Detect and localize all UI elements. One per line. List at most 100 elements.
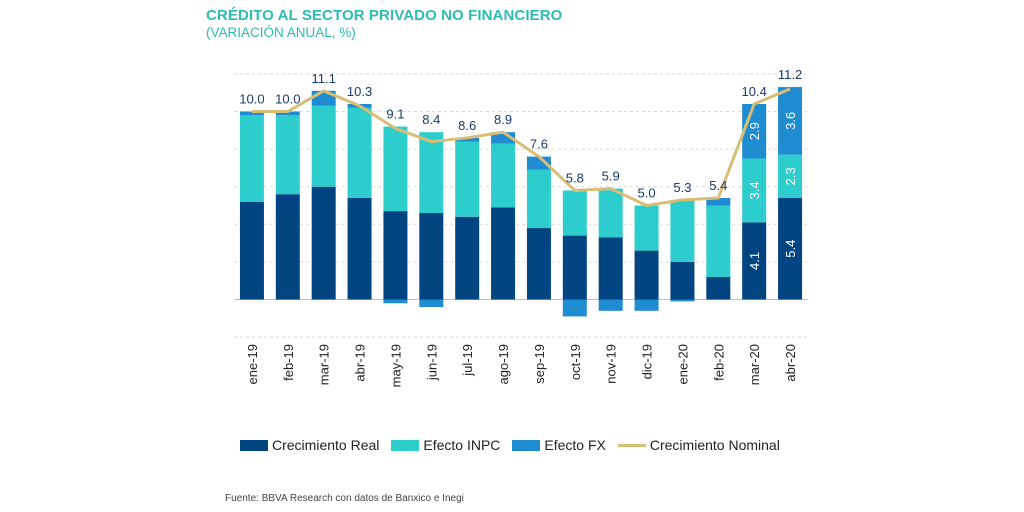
bar-efecto-fx [706, 197, 731, 206]
bar-crecimiento-real [598, 237, 623, 300]
bar-crecimiento-real [239, 201, 264, 300]
nominal-value-label: 10.3 [347, 84, 372, 99]
source-note: Fuente: BBVA Research con datos de Banxi… [225, 493, 464, 504]
bar-efecto-fx [742, 103, 767, 159]
x-tick-label: ene-20 [675, 344, 690, 384]
chart-subtitle: (VARIACIÓN ANUAL, %) [206, 25, 356, 40]
bar-value-label: 2.3 [783, 167, 798, 185]
bar-crecimiento-real [275, 194, 300, 300]
bar-efecto-fx [670, 299, 695, 302]
bar-efecto-inpc [455, 141, 480, 217]
nominal-value-label: 11.2 [778, 67, 802, 82]
x-tick-label: sep-19 [532, 344, 547, 384]
x-tick-label: may-19 [388, 344, 403, 387]
bar-efecto-inpc [239, 115, 264, 202]
nominal-value-label: 5.0 [638, 186, 656, 201]
bar-value-label: 2.9 [747, 122, 762, 140]
nominal-value-label: 5.4 [709, 178, 727, 193]
bar-efecto-inpc [670, 199, 695, 262]
x-tick-label: abr-20 [783, 344, 798, 382]
bar-crecimiento-real [419, 213, 444, 300]
bar-efecto-inpc [491, 143, 516, 208]
bar-crecimiento-real [347, 197, 372, 300]
bar-value-label: 5.4 [783, 240, 798, 258]
bar-efecto-fx [562, 299, 587, 317]
nominal-value-label: 10.0 [239, 92, 264, 107]
bar-crecimiento-real [491, 207, 516, 300]
nominal-value-label: 8.9 [494, 112, 512, 127]
nominal-value-label: 10.4 [742, 84, 767, 99]
bar-value-label: 4.1 [747, 252, 762, 270]
nominal-value-label: 8.6 [458, 118, 476, 133]
chart-canvas: ene-19 feb-19 mar-19 abr-19 may-19 jun-19 jul-… [234, 67, 808, 387]
bar-efecto-inpc [742, 158, 767, 223]
legend-swatch-real [240, 439, 268, 451]
bar-crecimiento-real [706, 276, 731, 300]
bar-efecto-inpc [347, 107, 372, 198]
bar-crecimiento-real [562, 235, 587, 300]
bar-efecto-fx [778, 87, 803, 155]
legend-item-real: Crecimiento Real [240, 437, 379, 453]
bar-efecto-fx [419, 299, 444, 308]
legend-label-fx: Efecto FX [544, 437, 606, 453]
bar-efecto-fx [383, 299, 408, 304]
chart-title: CRÉDITO AL SECTOR PRIVADO NO FINANCIERO [206, 7, 563, 24]
nominal-value-label: 9.1 [386, 107, 404, 122]
bar-efecto-fx [455, 137, 480, 142]
bar-efecto-inpc [778, 154, 803, 198]
legend-label-nominal: Crecimiento Nominal [649, 437, 780, 453]
legend-swatch-nominal [617, 443, 646, 447]
bar-efecto-fx [275, 111, 300, 116]
x-tick-label: oct-19 [568, 344, 583, 380]
x-tick-label: dic-19 [640, 344, 655, 379]
bar-crecimiento-real [778, 197, 803, 300]
chart-legend: Crecimiento Real Efecto INPC Efecto FX C… [240, 437, 792, 453]
bar-efecto-inpc [706, 205, 731, 277]
nominal-value-label: 10.0 [275, 92, 300, 107]
nominal-value-label: 5.9 [602, 169, 620, 184]
nominal-value-label: 11.1 [312, 71, 336, 86]
x-tick-label: feb-20 [711, 344, 726, 381]
x-tick-label: abr-19 [353, 344, 368, 382]
x-tick-label: jul-19 [460, 344, 475, 377]
bar-efecto-fx [526, 156, 551, 170]
nominal-value-label: 8.4 [422, 112, 440, 127]
x-tick-label: ago-19 [496, 344, 511, 384]
bar-efecto-inpc [526, 169, 551, 229]
bar-efecto-fx [239, 111, 264, 116]
bar-efecto-inpc [383, 126, 408, 212]
bar-efecto-inpc [562, 190, 587, 236]
nominal-value-label: 7.6 [530, 137, 548, 152]
x-tick-label: nov-19 [604, 344, 619, 384]
bar-efecto-inpc [598, 188, 623, 238]
bar-value-label: 3.4 [747, 181, 762, 199]
nominal-value-label: 5.3 [673, 180, 691, 195]
nominal-value-label: 5.8 [566, 170, 584, 185]
x-tick-label: mar-20 [747, 344, 762, 385]
bar-crecimiento-real [634, 250, 659, 300]
bar-efecto-inpc [634, 205, 659, 251]
bar-efecto-fx [634, 299, 659, 311]
legend-swatch-fx [512, 439, 541, 451]
bar-efecto-fx [491, 132, 516, 144]
bar-efecto-inpc [275, 115, 300, 195]
bar-crecimiento-real [455, 216, 480, 300]
bar-crecimiento-real [526, 228, 551, 300]
bar-crecimiento-real [383, 211, 408, 300]
bar-efecto-fx [598, 299, 623, 311]
legend-swatch-inpc [391, 439, 420, 451]
legend-item-inpc: Efecto INPC [391, 437, 500, 453]
legend-item-nominal: Crecimiento Nominal [617, 437, 780, 453]
legend-label-real: Crecimiento Real [272, 437, 380, 453]
bar-efecto-inpc [311, 105, 336, 187]
bar-crecimiento-real [311, 186, 336, 300]
x-tick-label: feb-19 [281, 344, 296, 381]
x-tick-label: mar-19 [317, 344, 332, 385]
bar-crecimiento-real [670, 261, 695, 300]
bar-efecto-inpc [419, 132, 444, 214]
bar-crecimiento-real [742, 222, 767, 300]
bar-value-label: 3.6 [783, 112, 798, 130]
line-crecimiento-nominal [251, 87, 791, 207]
legend-item-fx: Efecto FX [512, 437, 606, 453]
x-tick-label: jun-19 [424, 344, 439, 381]
